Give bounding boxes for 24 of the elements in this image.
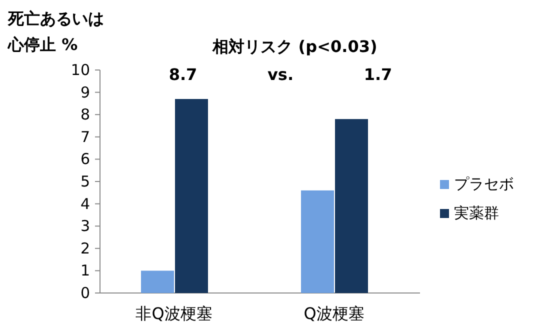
annotation: 8.7 [168,65,198,84]
y-tick-label: 6 [80,150,90,168]
y-tick-label: 5 [80,172,90,190]
x-tick-label: Q波梗塞 [304,304,364,323]
y-tick-label: 9 [80,83,90,102]
y-tick-label: 3 [80,217,90,236]
chart-title: 相対リスク (p<0.03) [212,37,378,56]
y-tick-label: 4 [80,194,90,213]
legend-label: 実薬群 [454,204,499,222]
bar [141,270,174,293]
y-tick-label: 10 [70,61,90,79]
y-tick-label: 7 [80,128,90,146]
bar [301,190,334,293]
bar [175,98,208,293]
y-tick-label: 1 [80,262,90,280]
bar [335,119,368,293]
y-tick-label: 0 [80,284,90,302]
annotation: vs. [267,65,294,84]
y-tick-label: 2 [80,239,90,258]
x-tick-label: 非Q波梗塞 [136,304,212,323]
y-axis-title: 死亡あるいは心停止 % [7,9,104,54]
y-tick-label: 8 [80,106,90,124]
annotation: 1.7 [364,65,392,84]
legend-label: プラセボ [454,175,514,193]
